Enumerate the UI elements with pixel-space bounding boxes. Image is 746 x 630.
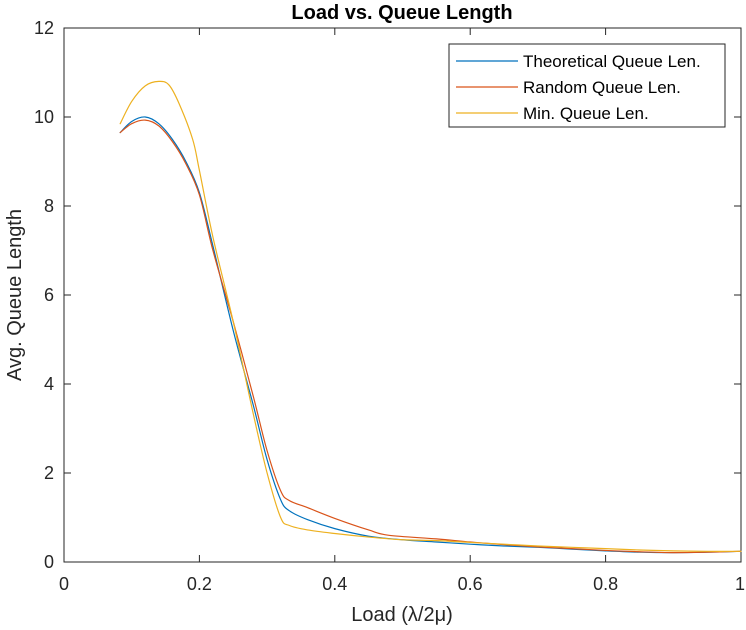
x-axis-title: Load (λ/2μ) (351, 604, 453, 626)
legend: Theoretical Queue Len. Random Queue Len. M… (448, 43, 726, 128)
x-tick-label: 0.8 (593, 574, 618, 594)
x-tick-label: 0.4 (322, 574, 347, 594)
series-lines (119, 80, 742, 554)
chart-title: Load vs. Queue Length (291, 2, 512, 24)
x-axis: 0 0.2 0.4 0.6 0.8 1 (59, 28, 745, 594)
y-tick-label: 10 (34, 107, 54, 127)
y-tick-label: 0 (44, 552, 54, 572)
legend-label: Theoretical Queue Len. (523, 52, 701, 71)
legend-label: Random Queue Len. (523, 78, 681, 97)
y-axis: 0 2 4 6 8 10 12 (34, 18, 741, 572)
y-axis-title: Avg. Queue Length (4, 209, 26, 381)
y-tick-label: 8 (44, 196, 54, 216)
series-line-2 (119, 80, 742, 552)
series-line-1 (119, 119, 742, 554)
y-tick-label: 12 (34, 18, 54, 38)
legend-label: Min. Queue Len. (523, 104, 649, 123)
y-tick-label: 2 (44, 463, 54, 483)
y-tick-label: 4 (44, 374, 54, 394)
x-tick-label: 0 (59, 574, 69, 594)
x-tick-label: 0.2 (187, 574, 212, 594)
x-tick-label: 0.6 (458, 574, 483, 594)
y-tick-label: 6 (44, 285, 54, 305)
x-tick-label: 1 (735, 574, 745, 594)
